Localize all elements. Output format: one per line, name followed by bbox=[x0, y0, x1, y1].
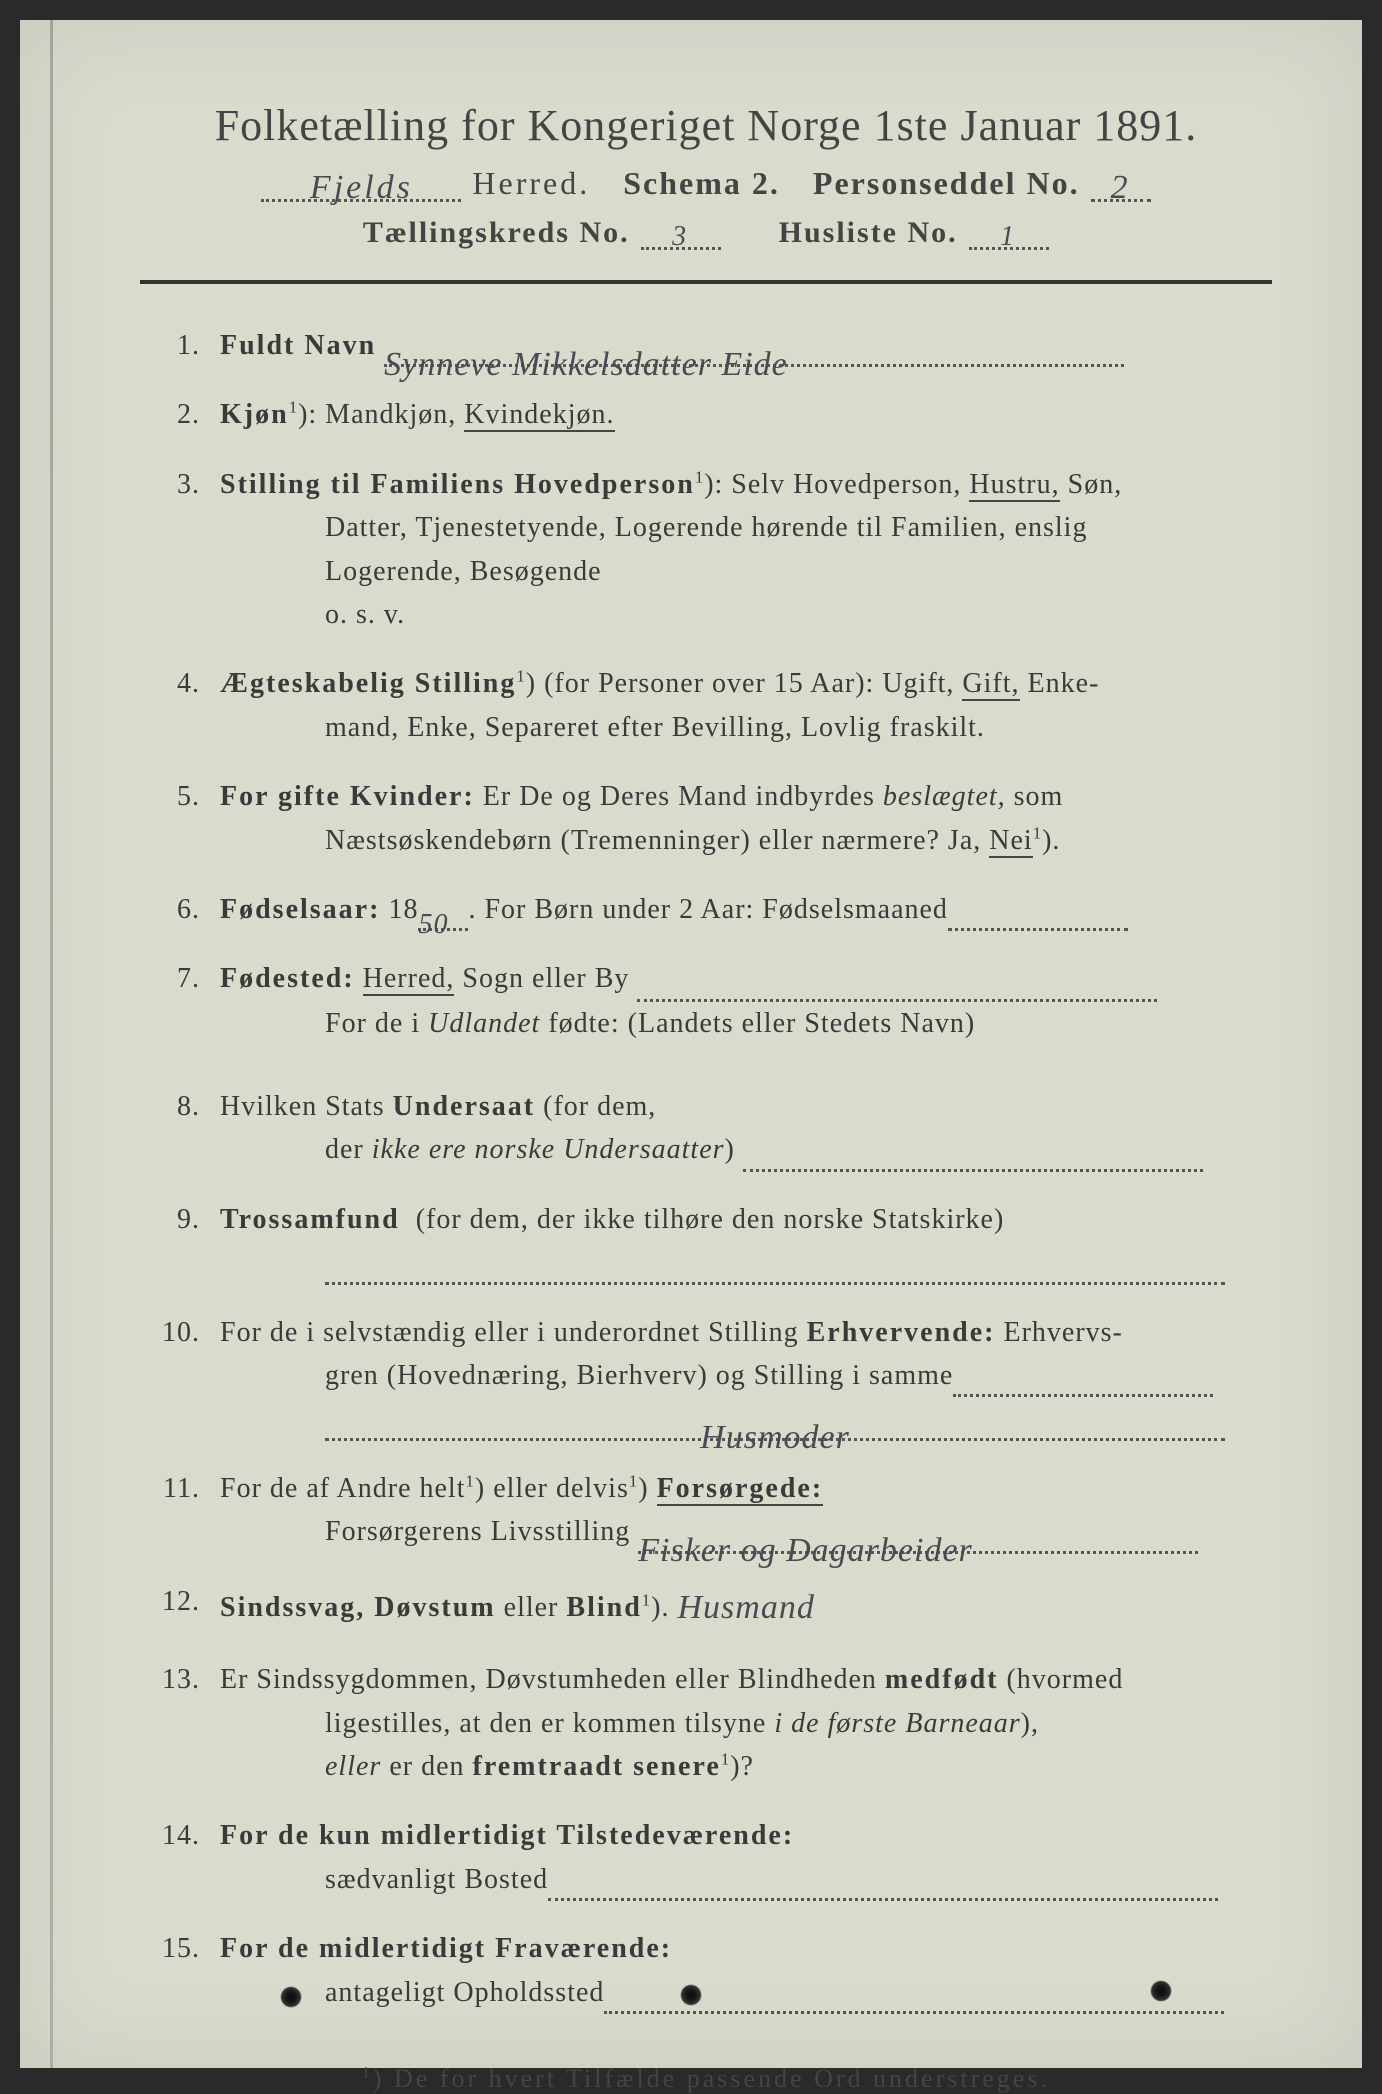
item-1: 1. Fuldt Navn Synneve Mikkelsdatter Eide bbox=[150, 324, 1272, 367]
form-header: Folketælling for Kongeriget Norge 1ste J… bbox=[140, 100, 1272, 250]
q1-value: Synneve Mikkelsdatter Eide bbox=[384, 346, 788, 383]
item-8: 8. Hvilken Stats Undersaat (for dem, der… bbox=[150, 1085, 1272, 1172]
num-11: 11. bbox=[150, 1467, 220, 1554]
schema-label: Schema 2. bbox=[623, 165, 780, 201]
census-form-page: Folketælling for Kongeriget Norge 1ste J… bbox=[20, 20, 1362, 2068]
num-4: 4. bbox=[150, 662, 220, 749]
q2-label: Kjøn bbox=[220, 399, 289, 430]
num-13: 13. bbox=[150, 1658, 220, 1788]
num-2: 2. bbox=[150, 393, 220, 436]
item-12: 12. Sindssvag, Døvstum eller Blind1). Hu… bbox=[150, 1580, 1272, 1633]
header-line-2: Fjelds Herred. Schema 2. Personseddel No… bbox=[140, 165, 1272, 202]
q7-selected: Herred, bbox=[363, 963, 455, 996]
num-9: 9. bbox=[150, 1198, 220, 1285]
punch-hole bbox=[1150, 1980, 1172, 2002]
q4-label: Ægteskabelig Stilling bbox=[220, 668, 516, 699]
item-5: 5. For gifte Kvinder: Er De og Deres Man… bbox=[150, 775, 1272, 862]
kreds-label: Tællingskreds No. bbox=[363, 216, 630, 249]
num-3: 3. bbox=[150, 463, 220, 637]
kreds-no: 3 bbox=[672, 221, 690, 252]
herred-value: Fjelds bbox=[310, 169, 413, 206]
num-7: 7. bbox=[150, 957, 220, 1045]
item-10: 10. For de i selvstændig eller i underor… bbox=[150, 1311, 1272, 1441]
husliste-no: 1 bbox=[1000, 221, 1018, 252]
item-6: 6. Fødselsaar: 1850. For Børn under 2 Aa… bbox=[150, 888, 1272, 931]
husliste-label: Husliste No. bbox=[779, 216, 958, 249]
q6-label: Fødselsaar: bbox=[220, 894, 380, 925]
punch-hole bbox=[280, 1986, 302, 2008]
personseddel-label: Personseddel No. bbox=[813, 165, 1080, 201]
item-4: 4. Ægteskabelig Stilling1) (for Personer… bbox=[150, 662, 1272, 749]
num-15: 15. bbox=[150, 1927, 220, 2014]
q6-year: 50 bbox=[418, 909, 448, 940]
num-1: 1. bbox=[150, 324, 220, 367]
personseddel-no: 2 bbox=[1111, 169, 1131, 206]
q11-value: Fisker og Dagarbeider bbox=[638, 1532, 973, 1569]
header-line-3: Tællingskreds No. 3 Husliste No. 1 bbox=[140, 216, 1272, 250]
num-12: 12. bbox=[150, 1580, 220, 1633]
item-2: 2. Kjøn1): Mandkjøn, Kvindekjøn. bbox=[150, 393, 1272, 436]
num-14: 14. bbox=[150, 1814, 220, 1901]
punch-hole bbox=[680, 1984, 702, 2006]
q12-value: Husmand bbox=[678, 1589, 815, 1626]
item-3: 3. Stilling til Familiens Hovedperson1):… bbox=[150, 463, 1272, 637]
form-items: 1. Fuldt Navn Synneve Mikkelsdatter Eide… bbox=[140, 324, 1272, 2014]
num-6: 6. bbox=[150, 888, 220, 931]
q1-label: Fuldt Navn bbox=[220, 330, 376, 361]
q10-value: Husmoder bbox=[700, 1419, 850, 1456]
item-9: 9. Trossamfund (for dem, der ikke tilhør… bbox=[150, 1198, 1272, 1285]
footnote: 1) De for hvert Tilfælde passende Ord un… bbox=[140, 2064, 1272, 2094]
q3-label: Stilling til Familiens Hovedperson bbox=[220, 469, 695, 500]
q4-selected: Gift, bbox=[962, 668, 1019, 701]
q5-selected: Nei bbox=[989, 825, 1032, 858]
q2-selected: Kvindekjøn. bbox=[464, 399, 614, 432]
q5-label: For gifte Kvinder: bbox=[220, 781, 475, 812]
main-title: Folketælling for Kongeriget Norge 1ste J… bbox=[140, 100, 1272, 151]
header-rule bbox=[140, 280, 1272, 284]
q9-label: Trossamfund bbox=[220, 1204, 400, 1235]
item-15: 15. For de midlertidigt Fraværende: anta… bbox=[150, 1927, 1272, 2014]
q3-selected: Hustru, bbox=[969, 469, 1059, 502]
num-5: 5. bbox=[150, 775, 220, 862]
item-7: 7. Fødested: Herred, Sogn eller By For d… bbox=[150, 957, 1272, 1045]
num-8: 8. bbox=[150, 1085, 220, 1172]
item-13: 13. Er Sindssygdommen, Døvstumheden elle… bbox=[150, 1658, 1272, 1788]
item-14: 14. For de kun midlertidigt Tilstedevære… bbox=[150, 1814, 1272, 1901]
num-10: 10. bbox=[150, 1311, 220, 1441]
herred-label: Herred. bbox=[472, 165, 590, 201]
q7-label: Fødested: bbox=[220, 963, 355, 994]
item-11: 11. For de af Andre helt1) eller delvis1… bbox=[150, 1467, 1272, 1554]
